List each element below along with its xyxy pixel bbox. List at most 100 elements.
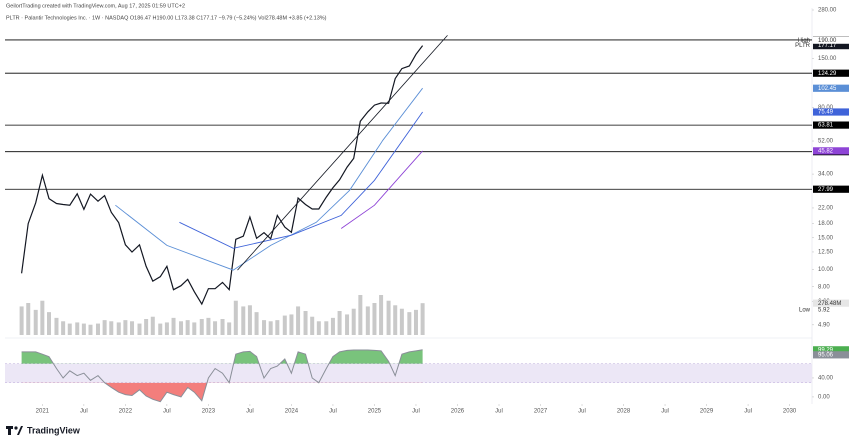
x-tick-label: 2030 <box>783 409 797 415</box>
price-line <box>179 111 423 249</box>
indicator-line <box>21 349 423 403</box>
level-label-box <box>813 185 849 193</box>
brand-logo <box>6 426 23 435</box>
watermark: TradingView <box>27 425 81 435</box>
volume-bar <box>345 314 350 335</box>
x-tick-label: 2026 <box>451 409 465 415</box>
volume-bar <box>337 311 342 335</box>
price-line <box>115 87 423 271</box>
level-label-box <box>813 69 849 77</box>
last-value-label-box <box>813 84 849 92</box>
level-label: 27.99 <box>818 187 834 193</box>
y-tick-label: 52.00 <box>818 139 834 145</box>
volume-bar <box>47 312 52 335</box>
high-label-box <box>813 36 849 44</box>
volume-bar <box>220 319 225 335</box>
indicator-label-box <box>813 346 849 354</box>
volume-bar <box>420 303 425 335</box>
x-tick-label: Jul <box>744 409 752 415</box>
volume-bar <box>144 319 149 335</box>
x-tick-label: 2029 <box>700 409 714 415</box>
last-value-label: 75.49 <box>818 110 834 116</box>
volume-bar <box>150 316 155 335</box>
indicator-tick-label: 0.00 <box>818 395 830 401</box>
volume-bar <box>164 322 169 335</box>
chart-subtitle: PLTR · Palantir Technologies Inc. · 1W ·… <box>6 15 327 21</box>
volume-bar <box>413 309 418 335</box>
price-line <box>340 150 423 229</box>
volume-bar <box>67 323 72 335</box>
x-tick-label: 2028 <box>617 409 631 415</box>
volume-bar <box>130 321 135 335</box>
volume-bar <box>372 303 377 335</box>
volume-bar <box>358 295 363 335</box>
volume-bar <box>330 317 335 335</box>
x-tick-label: 2022 <box>119 409 133 415</box>
volume-bar <box>316 321 321 335</box>
volume-bar <box>137 323 142 335</box>
y-tick-label: 10.00 <box>818 267 834 273</box>
price-line <box>21 45 424 306</box>
volume-bar <box>233 300 238 335</box>
low-label-box <box>813 306 849 314</box>
volume-bar <box>171 317 176 335</box>
last-value-label-box <box>813 147 849 155</box>
volume-bar <box>123 320 128 335</box>
volume-bar <box>26 303 31 335</box>
level-label: 63.81 <box>818 123 834 129</box>
volume-bar <box>289 314 294 335</box>
volume-bar <box>192 322 197 335</box>
volume-bar <box>241 306 246 335</box>
volume-bar <box>386 300 391 335</box>
volume-bar <box>310 316 315 335</box>
x-tick-label: Jul <box>246 409 254 415</box>
x-tick-label: Jul <box>495 409 503 415</box>
y-tick-label: 150.00 <box>818 56 837 62</box>
y-tick-label: 18.00 <box>818 221 834 227</box>
last-value-label: 102.45 <box>818 86 837 92</box>
volume-bar <box>199 319 204 335</box>
indicator-label: 99.29 <box>818 347 834 353</box>
signal-label-box <box>813 351 849 359</box>
y-tick-label: 22.00 <box>818 206 834 212</box>
y-tick-label: 80.00 <box>818 105 834 111</box>
last-value-label-box <box>813 42 849 50</box>
volume-bar <box>407 312 412 335</box>
volume-bar <box>40 300 45 335</box>
level-label: 124.29 <box>818 71 837 77</box>
volume-bar <box>116 322 121 335</box>
volume-bar <box>296 306 301 335</box>
volume-bar <box>75 322 80 335</box>
volume-bar <box>95 323 100 335</box>
y-tick-label: 280.00 <box>818 8 837 14</box>
volume-label-box <box>813 299 849 307</box>
volume-bar <box>324 321 329 335</box>
volume-label: 278.48M <box>818 301 841 307</box>
y-tick-label: 8.00 <box>818 284 830 290</box>
x-tick-label: 2023 <box>202 409 216 415</box>
volume-bar <box>303 311 308 335</box>
y-tick-label: 34.00 <box>818 172 834 178</box>
x-tick-label: Jul <box>412 409 420 415</box>
x-tick-label: 2024 <box>285 409 299 415</box>
volume-bar <box>102 320 107 335</box>
x-tick-label: Jul <box>80 409 88 415</box>
volume-bar <box>206 317 211 335</box>
last-value-label-box <box>813 108 849 116</box>
x-tick-label: 2021 <box>36 409 50 415</box>
volume-bar <box>379 295 384 335</box>
volume-bar <box>33 309 38 335</box>
x-tick-label: 2025 <box>368 409 382 415</box>
volume-bar <box>213 321 218 335</box>
last-value-label: 177.17 <box>818 43 837 49</box>
volume-bar <box>81 323 86 335</box>
low-label-prefix: Low <box>799 308 811 314</box>
level-label-box <box>813 121 849 129</box>
indicator-band <box>5 363 812 383</box>
x-tick-label: Jul <box>578 409 586 415</box>
chart-title: GeilortTrading created with TradingView.… <box>6 3 185 9</box>
volume-bar <box>179 321 184 335</box>
volume-bar <box>268 321 273 335</box>
indicator-fill-up <box>21 349 423 364</box>
volume-bar <box>399 308 404 335</box>
